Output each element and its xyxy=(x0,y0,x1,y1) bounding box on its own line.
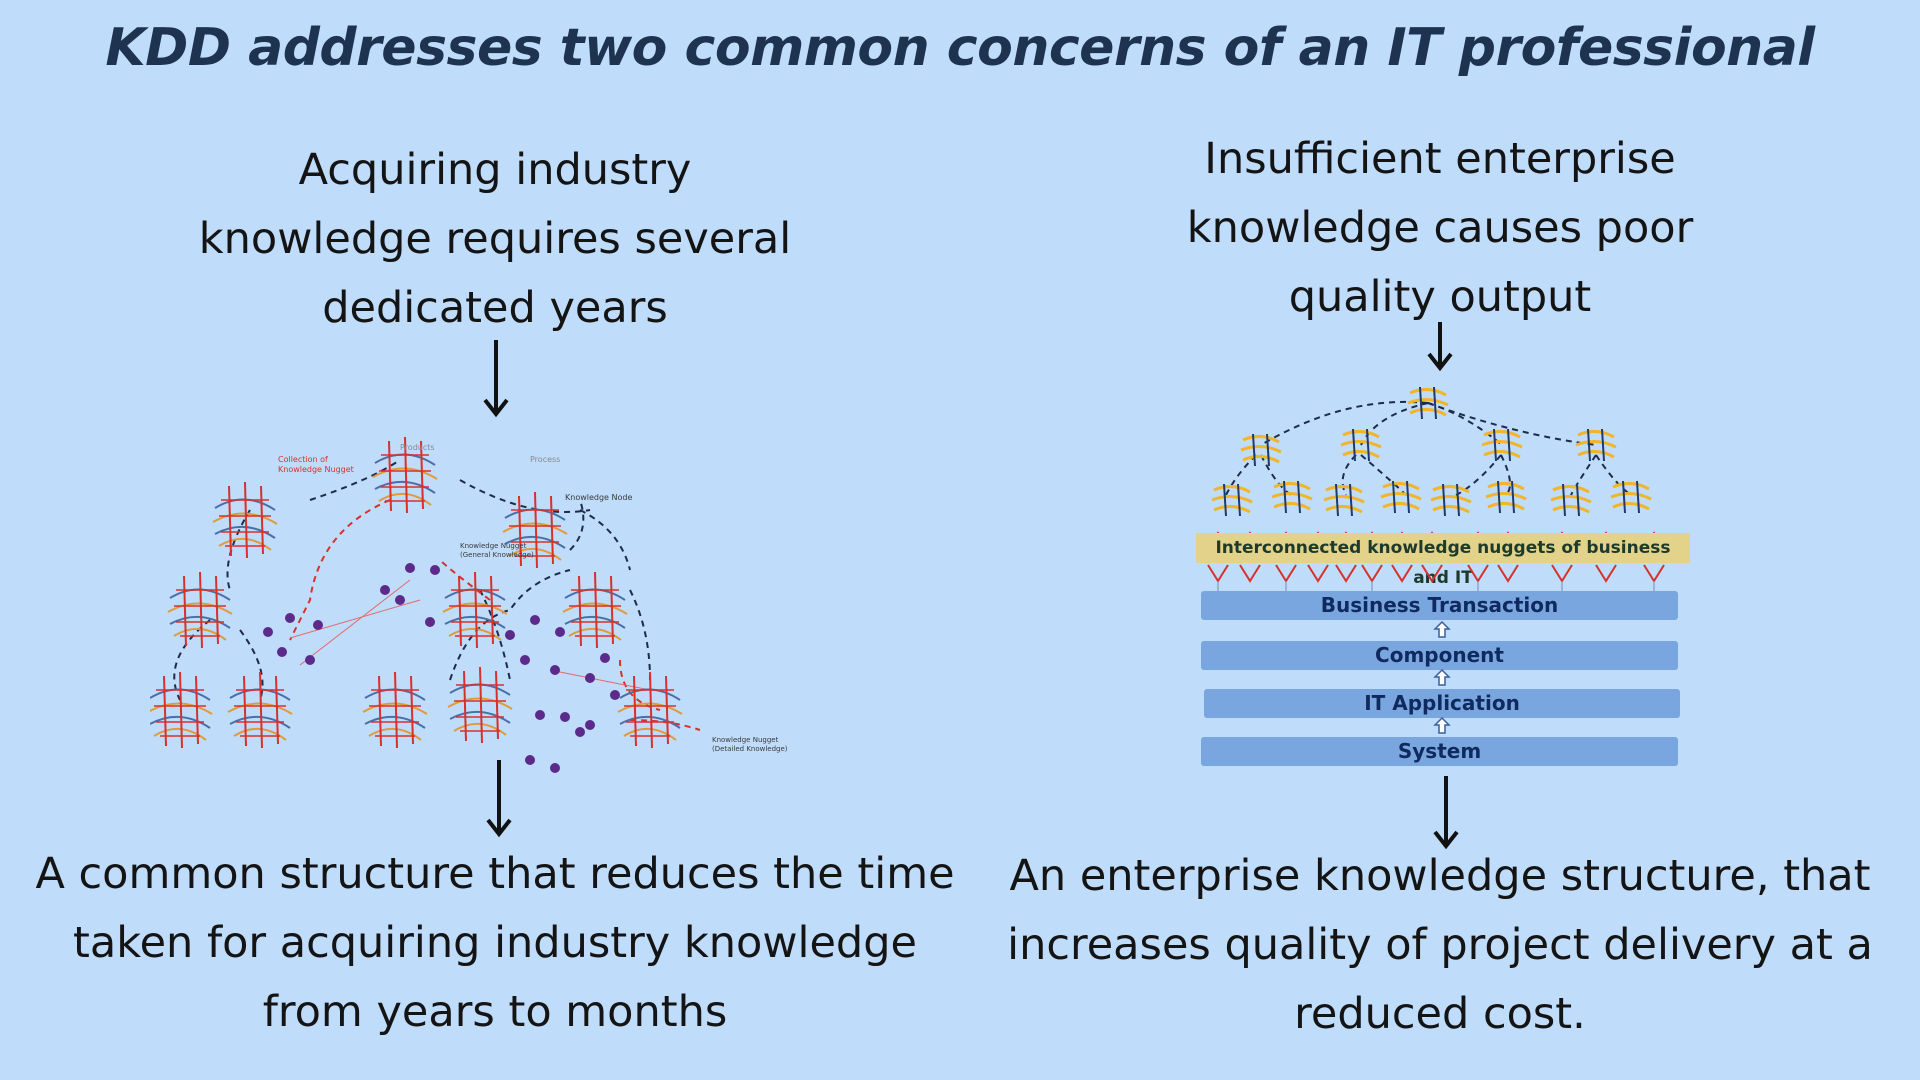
general-nugget-label-2: (General Knowledge) xyxy=(460,551,534,559)
right-solution-line: reduced cost. xyxy=(1294,989,1586,1039)
layer-up-arrows xyxy=(1433,620,1451,734)
right-down-arrow-bottom xyxy=(1433,776,1459,850)
layer-system: System xyxy=(1201,737,1678,766)
left-down-arrow-bottom xyxy=(486,760,512,838)
collection-label: Collection of xyxy=(278,455,328,464)
left-down-arrow-top xyxy=(483,340,509,418)
detailed-nugget-label-2: (Detailed Knowledge) xyxy=(712,745,788,753)
right-problem-line: knowledge causes poor xyxy=(1186,203,1694,253)
left-solution-line: A common structure that reduces the time xyxy=(35,849,955,899)
left-problem-line: knowledge requires several xyxy=(198,214,792,264)
process-label: Process xyxy=(530,455,560,464)
knowledge-graph-diagram: Collection of Knowledge Nugget Products … xyxy=(150,436,788,773)
layer-it-application: IT Application xyxy=(1204,689,1680,718)
right-down-arrow-top xyxy=(1427,322,1453,372)
layer-component: Component xyxy=(1201,641,1678,670)
page-title: KDD addresses two common concerns of an … xyxy=(105,18,1815,78)
collection-label-2: Knowledge Nugget xyxy=(278,465,354,474)
products-label: Products xyxy=(400,443,435,452)
band-down-carets xyxy=(1207,564,1665,593)
left-solution-text: A common structure that reduces the time… xyxy=(20,840,970,1047)
left-problem-line: Acquiring industry xyxy=(298,145,692,195)
right-problem-line: Insufficient enterprise xyxy=(1204,134,1676,184)
general-nugget-label: Knowledge Nugget xyxy=(460,542,527,550)
left-solution-line: taken for acquiring industry knowledge xyxy=(73,918,917,968)
right-solution-text: An enterprise knowledge structure, that … xyxy=(1000,842,1880,1049)
detailed-nugget-label: Knowledge Nugget xyxy=(712,736,779,744)
left-solution-line: from years to months xyxy=(262,987,728,1037)
right-solution-line: increases quality of project delivery at… xyxy=(1007,920,1873,970)
left-problem-text: Acquiring industry knowledge requires se… xyxy=(140,136,850,343)
right-solution-line: An enterprise knowledge structure, that xyxy=(1009,851,1871,901)
right-problem-text: Insufficient enterprise knowledge causes… xyxy=(1090,125,1790,332)
knowledge-node-label: Knowledge Node xyxy=(565,493,632,502)
left-problem-line: dedicated years xyxy=(322,283,668,333)
layer-business-transaction: Business Transaction xyxy=(1201,591,1678,620)
right-problem-line: quality output xyxy=(1288,272,1592,322)
interconnected-nuggets-band: Interconnected knowledge nuggets of busi… xyxy=(1196,533,1690,588)
